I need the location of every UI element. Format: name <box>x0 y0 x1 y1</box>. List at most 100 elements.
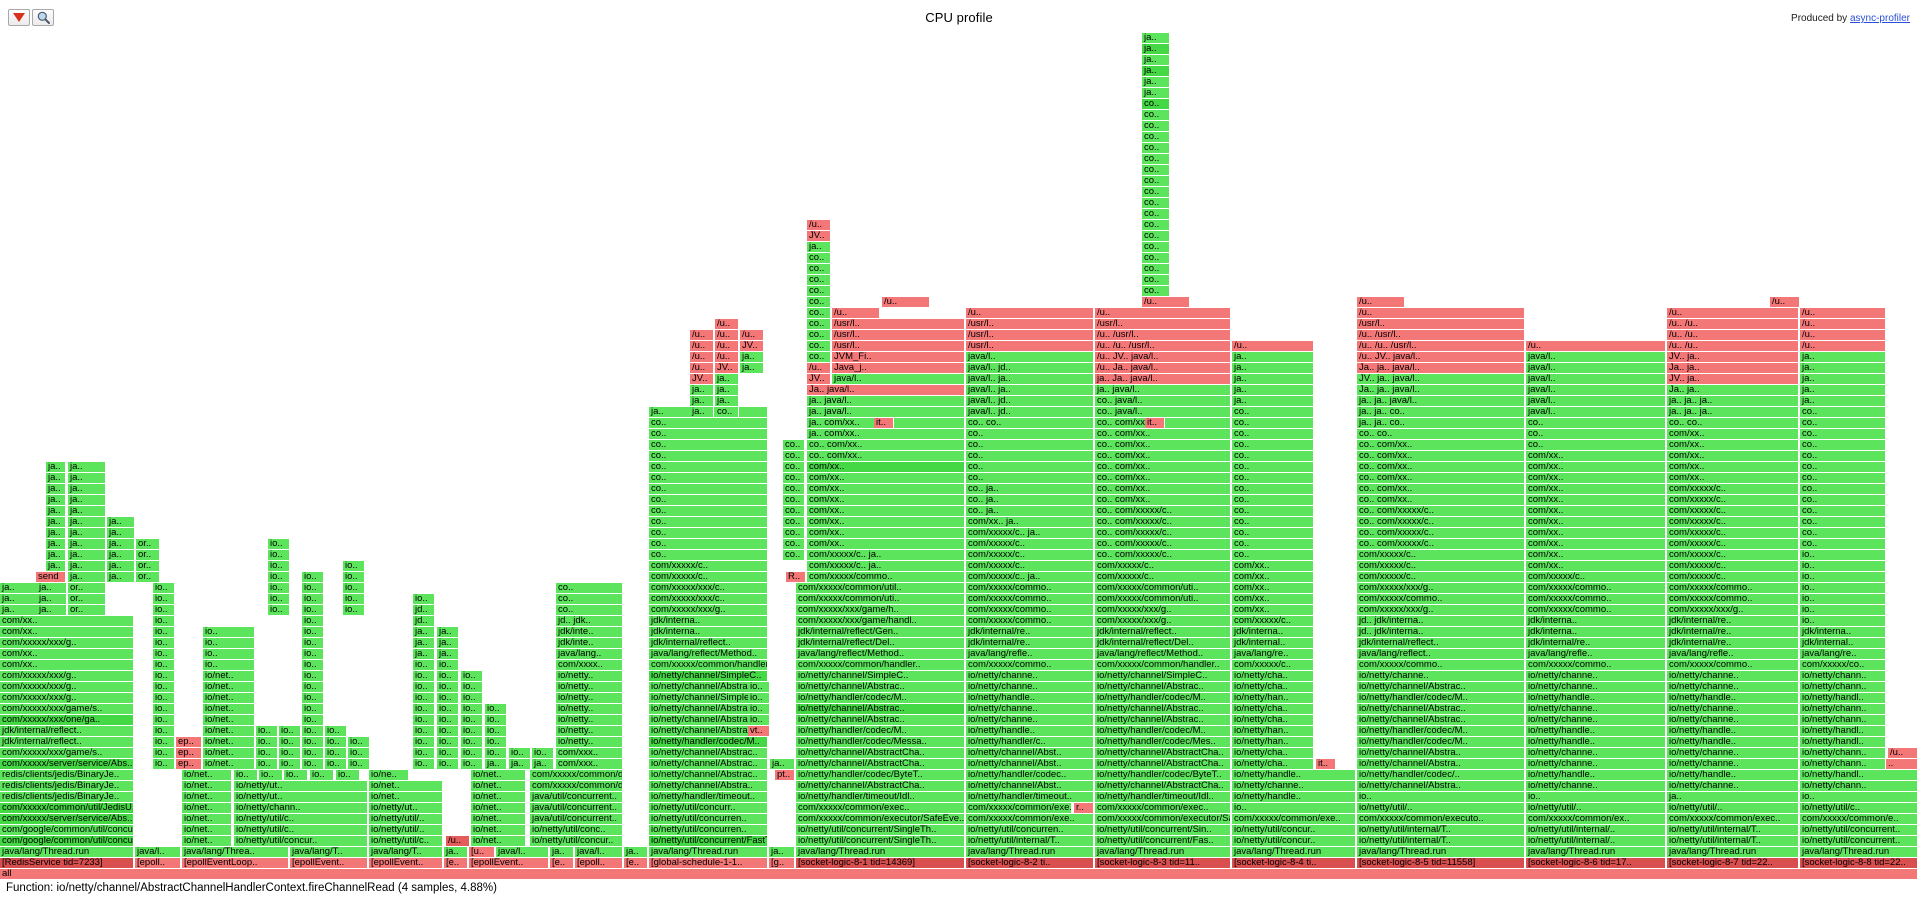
flame-frame[interactable]: co.. <box>966 451 1094 462</box>
flame-frame[interactable]: ja.. <box>46 462 66 473</box>
flame-frame[interactable]: co.. <box>1142 99 1170 110</box>
flame-frame[interactable]: com/xxxxx/commo.. <box>807 572 965 583</box>
flame-frame[interactable]: /u.. <box>807 220 831 231</box>
flame-frame[interactable]: io/netty/chann.. <box>1800 671 1886 682</box>
flame-frame[interactable]: io/netty/channel/AbstractCha.. <box>796 781 965 792</box>
flame-frame[interactable]: java/lang/reflect/Method.. <box>796 649 965 660</box>
flame-frame[interactable]: co.. <box>649 517 768 528</box>
flame-frame[interactable]: com/xxxxx/xxx/g.. <box>1667 605 1799 616</box>
flame-frame[interactable]: jdk/interna.. <box>1526 616 1666 627</box>
flame-frame[interactable]: io/net.. <box>203 693 255 704</box>
flame-frame[interactable]: /u.. <box>690 330 714 341</box>
flame-frame[interactable]: ja.. <box>68 572 106 583</box>
flame-frame[interactable]: io/netty.. <box>556 682 623 693</box>
flame-frame[interactable]: co.. <box>1800 484 1886 495</box>
flame-frame[interactable]: io/netty.. <box>556 726 623 737</box>
flame-frame[interactable]: co.. <box>1142 121 1170 132</box>
flame-frame[interactable]: /u.. /u.. /usr/l.. <box>1095 341 1231 352</box>
flame-frame[interactable]: java/lang/Thread.run <box>796 847 965 858</box>
flame-frame[interactable]: jdk/interna.. <box>1526 627 1666 638</box>
flame-frame[interactable]: co.. com/xx.. <box>1095 495 1231 506</box>
flame-frame[interactable]: co.. <box>783 517 805 528</box>
flame-frame[interactable]: java/lang/reflect/Method.. <box>1095 649 1231 660</box>
flame-frame[interactable]: com/xxxxx/xxx/g.. <box>649 605 768 616</box>
flame-frame[interactable]: io.. <box>302 627 324 638</box>
flame-frame[interactable]: com/xxxxx/server/service/Abs.. <box>0 759 134 770</box>
flame-frame[interactable]: co.. <box>1232 517 1314 528</box>
flame-frame[interactable]: com/xx.. <box>807 506 965 517</box>
flame-frame[interactable]: co.. <box>1232 462 1314 473</box>
flame-frame[interactable]: com/xxxxx/xxx/game/s.. <box>0 748 134 759</box>
flame-frame[interactable]: io/netty/handle.. <box>1526 737 1666 748</box>
flame-frame[interactable]: com/xx.. <box>1526 484 1666 495</box>
flame-frame[interactable]: com/xxxxx/xxx/g.. <box>0 671 134 682</box>
flame-frame[interactable]: io.. <box>532 748 554 759</box>
flame-frame[interactable]: com/xx.. <box>807 462 965 473</box>
flame-frame[interactable]: ja.. <box>413 627 435 638</box>
flame-frame[interactable]: java/lang/re.. <box>1800 649 1886 660</box>
flame-frame[interactable]: java/lang/Thread.run <box>1232 847 1356 858</box>
flame-frame[interactable]: jdk/inte.. <box>556 638 623 649</box>
flame-frame[interactable]: co.. com/xx.. <box>1357 462 1525 473</box>
flame-frame[interactable]: com/xx.. <box>1526 550 1666 561</box>
flame-frame[interactable]: com/xx.. <box>1667 462 1799 473</box>
flame-frame[interactable]: io/net.. <box>203 715 255 726</box>
flame-frame[interactable]: io/netty.. <box>556 693 623 704</box>
flame-frame[interactable]: com/xxxxx/common/uti.. <box>1095 583 1231 594</box>
flame-frame[interactable]: com/xxxxx/c.. <box>1357 561 1525 572</box>
flame-frame[interactable]: io/netty/handler/codec/M.. <box>796 726 965 737</box>
flame-frame[interactable]: io/net.. <box>369 781 443 792</box>
flame-frame[interactable]: jd.. jdk/interna.. <box>1357 616 1525 627</box>
flame-frame[interactable]: io.. <box>343 572 365 583</box>
flame-frame[interactable]: co.. <box>649 429 768 440</box>
flame-frame[interactable]: co.. <box>1142 132 1170 143</box>
flame-frame[interactable]: com/xxxxx/c.. <box>966 539 1094 550</box>
flame-frame[interactable]: jd.. <box>413 616 435 627</box>
flame-frame[interactable]: JV.. <box>690 374 714 385</box>
flame-frame[interactable]: io/netty/chann.. <box>1800 715 1886 726</box>
flame-frame[interactable]: io.. <box>310 770 334 781</box>
flame-frame[interactable]: co.. com/xxxxx/c.. <box>1095 550 1231 561</box>
flame-frame[interactable]: io/netty/channel/SimpleC.. <box>796 671 965 682</box>
flame-frame[interactable]: io/netty/util/concurrent/SingleTh.. <box>796 825 965 836</box>
flame-frame[interactable]: co.. <box>783 539 805 550</box>
flame-frame[interactable]: ja.. <box>740 352 764 363</box>
flame-frame[interactable]: com/xxxxx/commo.. <box>1526 583 1666 594</box>
flame-frame[interactable]: co.. <box>1800 517 1886 528</box>
flame-frame[interactable]: java/lang/T.. <box>290 847 368 858</box>
flame-frame[interactable]: io/netty/util/concurrent.. <box>1800 836 1918 847</box>
flame-frame[interactable]: io.. <box>279 726 301 737</box>
flame-frame[interactable]: co.. <box>807 264 831 275</box>
flame-frame[interactable]: com/xxxxx/c.. <box>1667 572 1799 583</box>
flame-frame[interactable]: ja.. com/xx.. <box>807 429 965 440</box>
flame-frame[interactable]: ja.. <box>107 539 135 550</box>
flame-frame[interactable]: co.. <box>1232 418 1314 429</box>
flame-frame[interactable]: [epollEventLoop.. <box>182 858 289 869</box>
flame-frame[interactable]: redis/clients/jedis/BinaryJe.. <box>0 792 134 803</box>
flame-frame[interactable]: io.. <box>461 682 483 693</box>
flame-frame[interactable]: io/netty/handler/codec/ByteT.. <box>1095 770 1231 781</box>
flame-frame[interactable]: io.. <box>348 748 370 759</box>
flame-frame[interactable]: co.. <box>1800 495 1886 506</box>
flame-frame[interactable]: or.. <box>136 572 160 583</box>
flame-frame[interactable]: ja.. <box>68 539 106 550</box>
flame-frame[interactable]: jdk/internal/reflect/Del.. <box>1095 638 1231 649</box>
flame-frame[interactable]: java/lang/refle.. <box>1667 649 1799 660</box>
flame-frame[interactable]: io.. <box>748 682 770 693</box>
flame-frame[interactable]: ja.. <box>68 528 106 539</box>
flame-frame[interactable]: io.. <box>413 737 435 748</box>
flame-frame[interactable]: co.. <box>1526 440 1666 451</box>
flame-frame[interactable]: /u.. <box>1800 308 1886 319</box>
flame-frame[interactable]: io.. <box>325 726 347 737</box>
flame-frame[interactable]: io/netty/channe.. <box>1357 671 1525 682</box>
flame-frame[interactable]: co.. co.. <box>1667 418 1799 429</box>
flame-frame[interactable]: ja.. <box>68 473 106 484</box>
flame-frame[interactable]: co.. <box>1800 473 1886 484</box>
flame-frame[interactable]: ja.. ja.. co.. <box>1357 418 1525 429</box>
flame-frame[interactable]: com/xxxxx/common/util.. <box>796 583 965 594</box>
flame-frame[interactable]: /u.. <box>1800 341 1886 352</box>
flame-frame[interactable]: com/xxxxx/xxx/g.. <box>1095 605 1231 616</box>
flame-frame[interactable]: io.. <box>302 649 324 660</box>
flame-frame[interactable]: io/netty/handl.. <box>1800 693 1886 704</box>
flame-frame[interactable]: /u.. /usr/l.. <box>1357 330 1525 341</box>
